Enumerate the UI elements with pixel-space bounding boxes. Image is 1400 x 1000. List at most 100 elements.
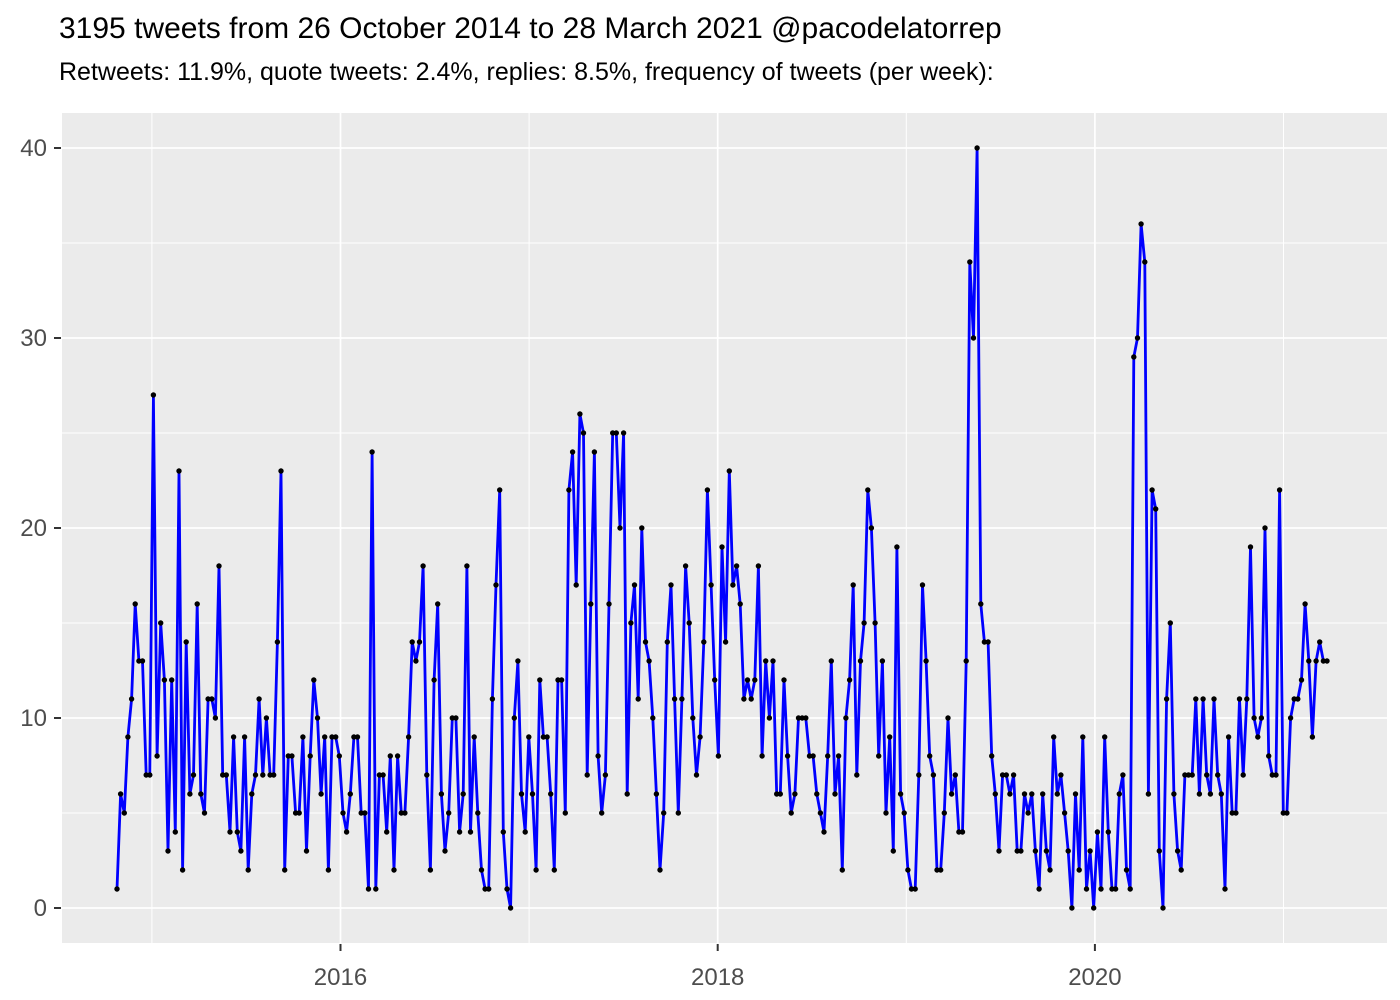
data-point (394, 753, 401, 759)
data-point (318, 791, 324, 797)
data-point (1222, 886, 1228, 892)
data-point (1306, 658, 1312, 664)
data-point (1112, 886, 1119, 892)
data-point (569, 449, 576, 455)
data-point (212, 715, 219, 721)
data-point (573, 582, 579, 588)
data-point (1298, 677, 1305, 683)
data-point (923, 658, 929, 664)
data-point (416, 639, 423, 645)
data-point (970, 335, 977, 341)
data-point (1163, 696, 1170, 702)
data-point (1076, 867, 1082, 873)
data-point (879, 658, 886, 664)
data-point (1120, 772, 1126, 778)
data-point (704, 487, 711, 493)
data-point (1200, 696, 1206, 702)
data-point (1025, 810, 1031, 816)
data-point (311, 677, 317, 683)
chart-subtitle: Retweets: 11.9%, quote tweets: 2.4%, rep… (59, 58, 994, 86)
data-point (653, 791, 660, 797)
data-point (835, 753, 842, 759)
x-axis-tick-label: 2018 (691, 964, 744, 991)
data-point (1091, 905, 1097, 911)
data-point (857, 658, 864, 664)
data-point (1065, 848, 1071, 854)
data-point (795, 715, 802, 721)
data-point (577, 411, 583, 417)
data-point (959, 829, 966, 835)
data-point (1156, 848, 1163, 854)
data-point (489, 696, 496, 702)
y-axis-tick-label: 10 (20, 705, 47, 732)
data-point (901, 810, 907, 816)
data-point (934, 867, 940, 873)
data-point (154, 753, 160, 759)
data-point (537, 677, 543, 683)
data-point (117, 791, 124, 797)
data-point (282, 867, 288, 873)
data-point (314, 715, 321, 721)
data-point (1043, 848, 1050, 854)
data-point (693, 772, 700, 778)
data-point (599, 810, 605, 816)
data-point (850, 582, 856, 588)
data-point (1207, 791, 1214, 797)
data-point (682, 563, 689, 569)
y-axis-tick-label: 40 (20, 135, 47, 162)
data-point (209, 696, 215, 702)
data-point (617, 525, 623, 531)
data-point (464, 563, 470, 569)
data-point (1174, 848, 1181, 854)
data-point (548, 791, 554, 797)
data-point (511, 715, 517, 721)
data-point (642, 639, 649, 645)
data-point (945, 715, 951, 721)
data-point (1178, 867, 1184, 873)
data-point (376, 772, 383, 778)
data-point (708, 582, 714, 588)
data-point (158, 620, 164, 626)
data-point (748, 696, 754, 702)
data-point (1287, 715, 1294, 721)
data-point (1123, 867, 1130, 873)
data-point (442, 848, 448, 854)
data-point (500, 829, 506, 835)
data-point (1218, 791, 1225, 797)
data-point (427, 867, 434, 873)
data-point (784, 753, 791, 759)
data-point (788, 810, 794, 816)
data-point (1080, 734, 1086, 740)
data-point (340, 810, 346, 816)
data-point (446, 810, 452, 816)
data-point (307, 753, 313, 759)
data-point (1083, 886, 1090, 892)
data-point (916, 772, 922, 778)
data-point (883, 810, 889, 816)
data-point (1317, 639, 1323, 645)
data-point (296, 810, 302, 816)
data-point (150, 392, 157, 398)
data-point (1069, 905, 1075, 911)
data-point (606, 601, 612, 607)
data-point (1098, 886, 1104, 892)
data-point (515, 658, 521, 664)
data-point (289, 753, 295, 759)
data-point (114, 886, 120, 892)
data-point (1087, 848, 1093, 854)
data-point (271, 772, 277, 778)
data-point (529, 791, 536, 797)
data-point (865, 487, 871, 493)
data-point (1003, 772, 1009, 778)
data-point (1051, 734, 1057, 740)
data-point (1215, 772, 1221, 778)
data-point (1138, 221, 1144, 227)
data-point (1072, 791, 1079, 797)
data-point (1134, 335, 1141, 341)
data-point (580, 430, 587, 436)
data-point (238, 848, 244, 854)
data-point (245, 867, 251, 873)
data-point (562, 810, 568, 816)
data-point (1058, 772, 1064, 778)
